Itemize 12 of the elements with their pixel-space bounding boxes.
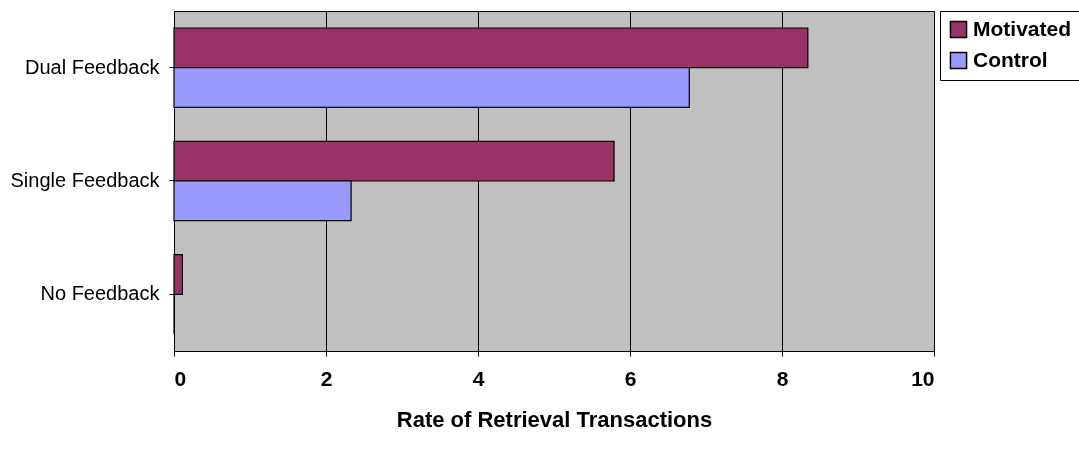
x-tick-label: 4 (472, 366, 485, 390)
x-tick-label: 8 (776, 366, 789, 390)
x-tick-label: 6 (624, 366, 637, 390)
legend-label: Control (973, 47, 1048, 71)
y-tick-label: Dual Feedback (24, 55, 161, 78)
y-tick-label: Single Feedback (10, 169, 161, 191)
x-tick-label: 2 (320, 366, 333, 390)
x-axis-title: Rate of Retrieval Transactions (396, 406, 713, 432)
x-tick-label: 0 (174, 366, 187, 390)
legend-label: Motivated (973, 16, 1072, 40)
y-tick-label: No Feedback (40, 282, 161, 305)
x-tick-label: 10 (911, 366, 935, 390)
